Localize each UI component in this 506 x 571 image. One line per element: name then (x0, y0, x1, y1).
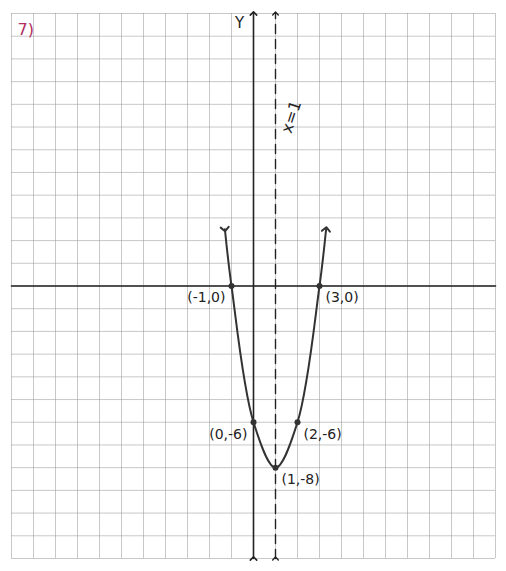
svg-text:(1,-8): (1,-8) (282, 471, 320, 487)
svg-text:(2,-6): (2,-6) (304, 426, 342, 442)
svg-text:x=1: x=1 (277, 98, 305, 135)
svg-text:(-1,0): (-1,0) (187, 289, 225, 305)
svg-text:7): 7) (18, 20, 34, 39)
svg-text:(0,-6): (0,-6) (209, 426, 247, 442)
svg-text:Y: Y (234, 14, 245, 32)
svg-text:(3,0): (3,0) (326, 289, 359, 305)
